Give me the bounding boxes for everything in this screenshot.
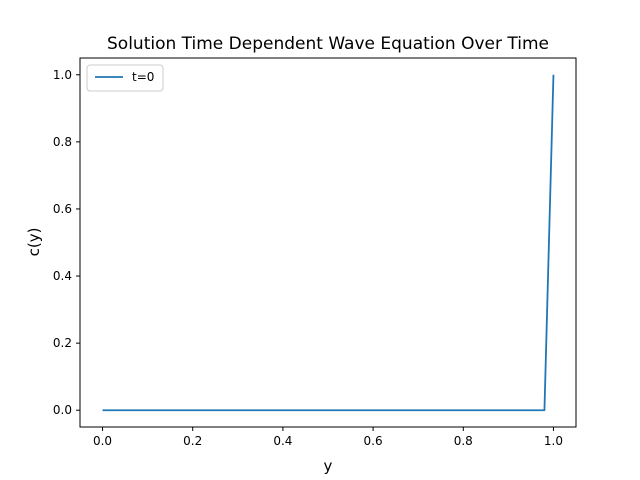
chart-title: Solution Time Dependent Wave Equation Ov…	[107, 34, 549, 54]
y-tick-label: 1.0	[53, 68, 72, 82]
x-tick-label: 0.8	[454, 434, 473, 448]
legend: t=0	[86, 64, 164, 92]
y-tick-label: 0.0	[53, 403, 72, 417]
x-tick-label: 0.6	[364, 434, 383, 448]
series-line-0	[102, 74, 555, 412]
series-layer	[102, 74, 555, 412]
x-tick-label: 0.4	[273, 434, 292, 448]
x-axis: 0.0 0.2 0.4 0.6 0.8 1.0	[93, 427, 563, 448]
y-tick-label: 0.2	[53, 336, 72, 350]
legend-label-t0: t=0	[132, 70, 154, 84]
y-tick-label: 0.6	[53, 202, 72, 216]
y-axis: 0.0 0.2 0.4 0.6 0.8 1.0	[53, 68, 80, 417]
plot-area	[79, 57, 577, 428]
x-tick-label: 0.2	[183, 434, 202, 448]
y-axis-label: c(y)	[25, 228, 43, 257]
x-axis-label: y	[324, 457, 333, 475]
plot-frame	[79, 57, 577, 428]
y-tick-label: 0.8	[53, 135, 72, 149]
x-tick-label: 1.0	[544, 434, 563, 448]
legend-box	[86, 64, 164, 92]
y-tick-label: 0.4	[53, 269, 72, 283]
x-tick-label: 0.0	[93, 434, 112, 448]
